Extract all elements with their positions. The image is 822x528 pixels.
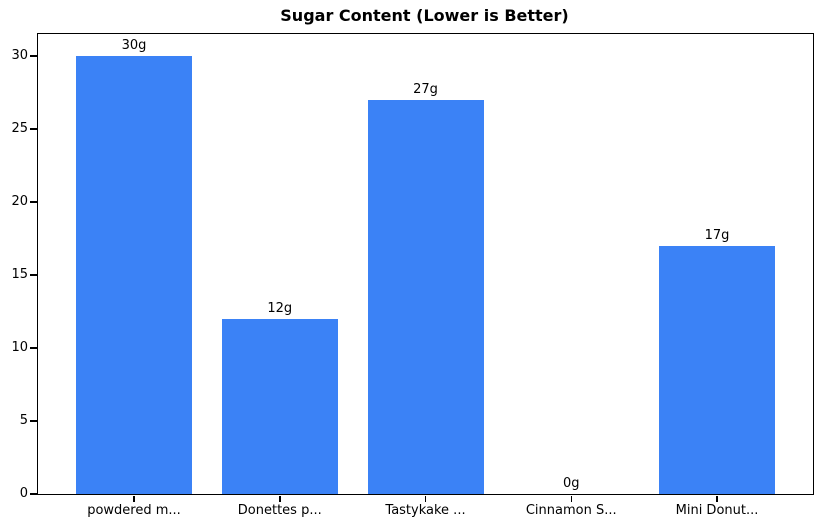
x-axis-tick-label: Donettes p... (237, 503, 322, 518)
x-axis-tick (716, 495, 718, 502)
bar (367, 99, 484, 494)
plot-area: 0 5 10 15 20 25 30 30g powdered m... 12g Donettes … (11, 33, 814, 518)
x-axis-tick (424, 495, 427, 502)
x-axis-tick-label: Tastykake ... (385, 503, 466, 518)
bar-value-label: 12g (267, 300, 293, 316)
y-axis-tick-label: 0 (19, 486, 28, 501)
y-axis-tick (30, 493, 37, 495)
y-axis-tick-label: 30 (11, 47, 28, 63)
x-axis-tick (279, 495, 281, 502)
x-axis-tick-label: Cinnamon S... (525, 503, 617, 518)
y-axis-tick (30, 55, 37, 57)
x-axis-tick (570, 495, 572, 502)
bar-value-label: 0g (562, 476, 580, 491)
bar-value-label: 17g (704, 227, 730, 243)
x-axis-tick-label: powdered m... (87, 503, 181, 518)
bar (659, 245, 775, 494)
y-axis-tick-label: 15 (11, 266, 28, 282)
bar-value-label: 30g (121, 37, 147, 53)
y-axis-tick (30, 347, 37, 349)
bar-value-label: 27g (413, 81, 438, 97)
chart-title: Sugar Content (Lower is Better) (280, 6, 569, 25)
y-axis-tick-label: 20 (11, 193, 28, 209)
x-axis-tick (133, 495, 135, 502)
y-axis-tick-label: 5 (19, 412, 28, 428)
y-axis-tick (30, 420, 37, 422)
y-axis-tick-label: 10 (11, 339, 28, 355)
x-axis-tick-label: Mini Donut... (675, 503, 759, 518)
bar (221, 318, 338, 494)
y-axis-tick (30, 274, 37, 276)
bar (76, 55, 192, 494)
y-axis-tick (30, 201, 37, 203)
y-axis-tick-label: 25 (11, 120, 28, 136)
y-axis-tick (30, 128, 37, 130)
